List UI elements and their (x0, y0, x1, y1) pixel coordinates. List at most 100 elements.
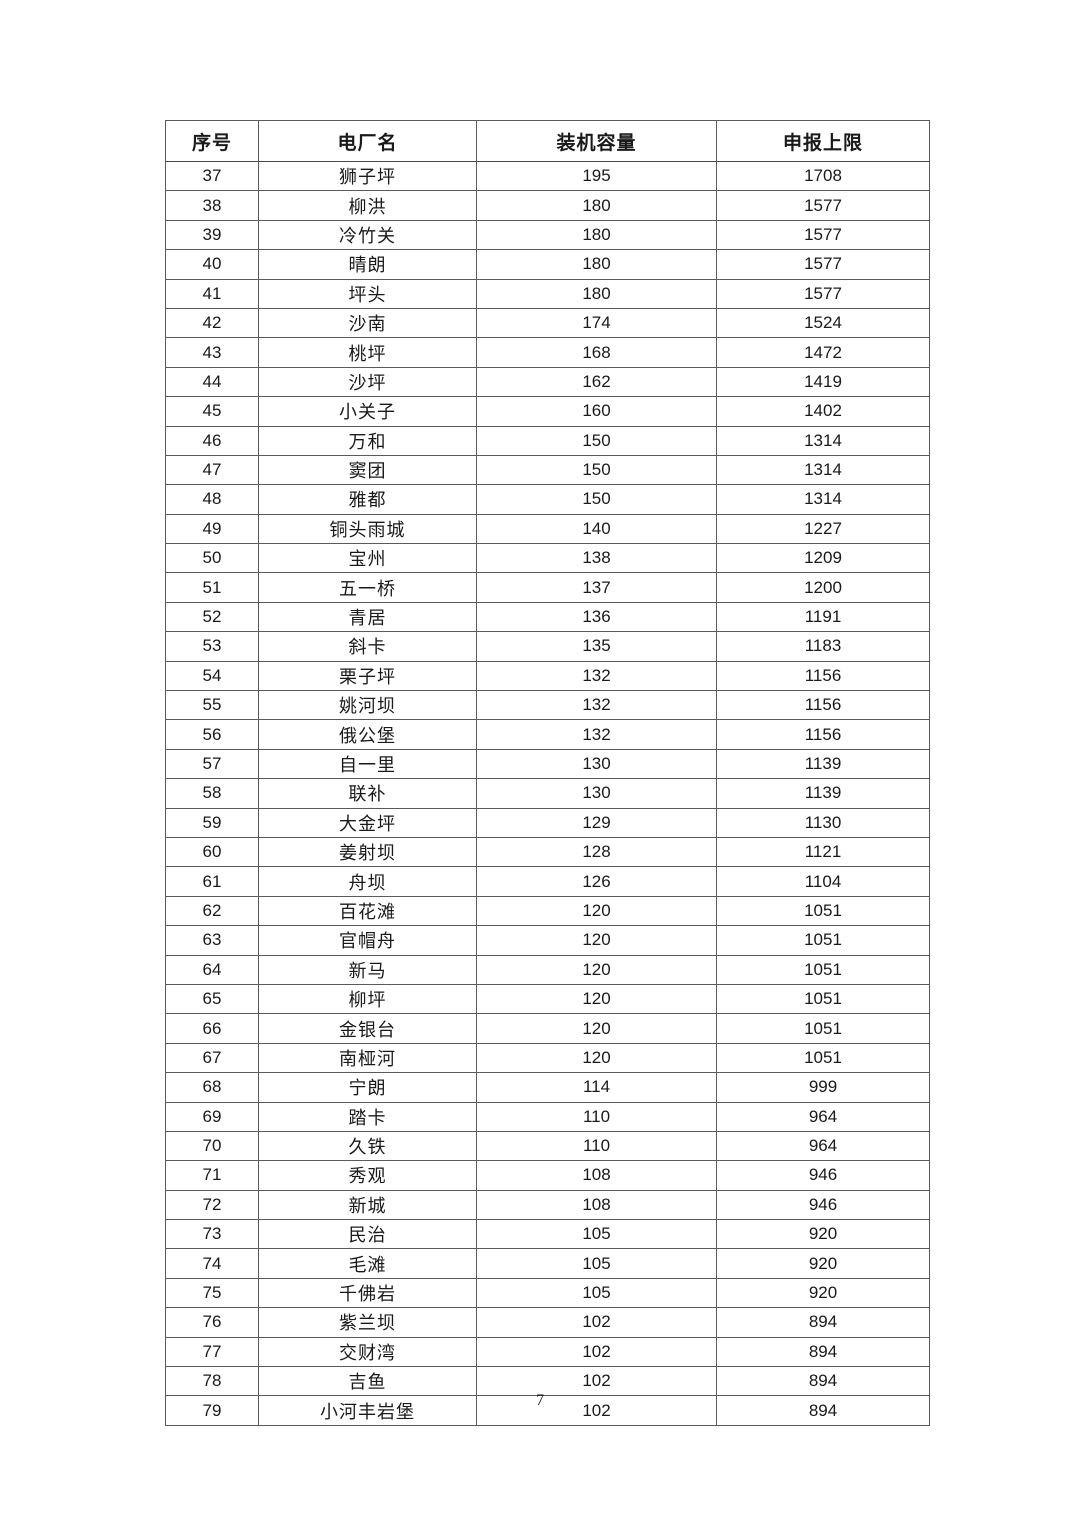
page-number: 7 (536, 1392, 544, 1409)
cell-index: 37 (165, 160, 259, 192)
cell-installed-capacity: 105 (476, 1277, 717, 1309)
cell-installed-capacity: 126 (476, 866, 717, 897)
cell-index: 42 (165, 307, 259, 339)
cell-plant-name: 小关子 (258, 396, 477, 427)
cell-declared-upper-limit: 920 (716, 1248, 930, 1279)
cell-declared-upper-limit: 920 (716, 1277, 930, 1309)
cell-plant-name: 沙南 (258, 307, 477, 339)
cell-declared-upper-limit: 894 (716, 1336, 930, 1368)
column-header-installed-capacity: 装机容量 (476, 120, 717, 162)
cell-installed-capacity: 162 (476, 366, 717, 398)
table-row: 56 俄公堡 132 1156 (165, 719, 930, 750)
cell-plant-name: 自一里 (258, 748, 477, 780)
cell-index: 47 (165, 454, 259, 486)
cell-index: 49 (165, 513, 259, 545)
capacity-table: 序号 电厂名 装机容量 申报上限 37 狮子坪 195 1708 38 柳洪 180 1577… (165, 120, 930, 1426)
cell-installed-capacity: 132 (476, 690, 717, 721)
cell-installed-capacity: 108 (476, 1189, 717, 1221)
table-row: 57 自一里 130 1139 (165, 748, 930, 780)
cell-index: 76 (165, 1307, 259, 1338)
cell-declared-upper-limit: 964 (716, 1130, 930, 1162)
cell-plant-name: 五一桥 (258, 572, 477, 603)
cell-declared-upper-limit: 1472 (716, 337, 930, 368)
table-row: 42 沙南 174 1524 (165, 307, 930, 339)
cell-declared-upper-limit: 1121 (716, 836, 930, 868)
table-row: 39 冷竹关 180 1577 (165, 219, 930, 251)
table-row: 61 舟坝 126 1104 (165, 866, 930, 897)
cell-installed-capacity: 135 (476, 631, 717, 662)
cell-index: 56 (165, 719, 259, 750)
cell-declared-upper-limit: 1156 (716, 660, 930, 692)
cell-plant-name: 宁朗 (258, 1072, 477, 1103)
table-row: 69 踏卡 110 964 (165, 1101, 930, 1132)
table-row: 40 晴朗 180 1577 (165, 249, 930, 280)
cell-index: 52 (165, 601, 259, 633)
cell-plant-name: 雅都 (258, 484, 477, 515)
column-header-plant-name: 电厂名 (258, 120, 477, 162)
cell-installed-capacity: 140 (476, 513, 717, 545)
table-row: 54 栗子坪 132 1156 (165, 660, 930, 692)
cell-installed-capacity: 105 (476, 1248, 717, 1279)
cell-installed-capacity: 120 (476, 925, 717, 956)
cell-plant-name: 毛滩 (258, 1248, 477, 1279)
cell-plant-name: 金银台 (258, 1013, 477, 1044)
cell-index: 44 (165, 366, 259, 398)
table-row: 41 坪头 180 1577 (165, 278, 930, 309)
column-header-declared-upper-limit: 申报上限 (716, 120, 930, 162)
cell-plant-name: 桃坪 (258, 337, 477, 368)
cell-installed-capacity: 195 (476, 160, 717, 192)
table-body: 37 狮子坪 195 1708 38 柳洪 180 1577 39 冷竹关 180 1577 40 晴朗 1… (165, 160, 930, 1426)
cell-declared-upper-limit: 1314 (716, 454, 930, 486)
cell-installed-capacity: 174 (476, 307, 717, 339)
cell-index: 58 (165, 778, 259, 809)
cell-index: 57 (165, 748, 259, 780)
cell-index: 39 (165, 219, 259, 251)
cell-plant-name: 大金坪 (258, 807, 477, 838)
cell-installed-capacity: 138 (476, 543, 717, 574)
cell-declared-upper-limit: 1577 (716, 278, 930, 309)
cell-declared-upper-limit: 946 (716, 1189, 930, 1221)
table-row: 55 姚河坝 132 1156 (165, 690, 930, 721)
cell-index: 46 (165, 425, 259, 456)
cell-plant-name: 新城 (258, 1189, 477, 1221)
cell-plant-name: 万和 (258, 425, 477, 456)
table-row: 38 柳洪 180 1577 (165, 190, 930, 221)
table-row: 76 紫兰坝 102 894 (165, 1307, 930, 1338)
table-row: 37 狮子坪 195 1708 (165, 160, 930, 192)
cell-installed-capacity: 150 (476, 484, 717, 515)
table-header: 序号 电厂名 装机容量 申报上限 (165, 120, 930, 162)
cell-plant-name: 坪头 (258, 278, 477, 309)
table-row: 65 柳坪 120 1051 (165, 983, 930, 1015)
cell-index: 41 (165, 278, 259, 309)
table-row: 64 新马 120 1051 (165, 954, 930, 985)
cell-installed-capacity: 136 (476, 601, 717, 633)
cell-declared-upper-limit: 920 (716, 1219, 930, 1250)
cell-declared-upper-limit: 1419 (716, 366, 930, 398)
cell-installed-capacity: 132 (476, 719, 717, 750)
cell-plant-name: 姚河坝 (258, 690, 477, 721)
cell-index: 67 (165, 1042, 259, 1074)
cell-index: 48 (165, 484, 259, 515)
cell-plant-name: 南桠河 (258, 1042, 477, 1074)
cell-plant-name: 窦团 (258, 454, 477, 486)
cell-declared-upper-limit: 894 (716, 1366, 930, 1397)
cell-declared-upper-limit: 1209 (716, 543, 930, 574)
cell-declared-upper-limit: 1130 (716, 807, 930, 838)
cell-index: 54 (165, 660, 259, 692)
cell-plant-name: 柳坪 (258, 983, 477, 1015)
cell-installed-capacity: 150 (476, 454, 717, 486)
cell-declared-upper-limit: 1051 (716, 983, 930, 1015)
table-row: 44 沙坪 162 1419 (165, 366, 930, 398)
cell-plant-name: 小河丰岩堡 (258, 1395, 477, 1426)
cell-installed-capacity: 180 (476, 249, 717, 280)
cell-installed-capacity: 108 (476, 1160, 717, 1191)
cell-plant-name: 姜射坝 (258, 836, 477, 868)
cell-declared-upper-limit: 1227 (716, 513, 930, 545)
cell-plant-name: 俄公堡 (258, 719, 477, 750)
cell-installed-capacity: 102 (476, 1336, 717, 1368)
cell-plant-name: 冷竹关 (258, 219, 477, 251)
cell-installed-capacity: 120 (476, 1013, 717, 1044)
cell-index: 65 (165, 983, 259, 1015)
cell-plant-name: 青居 (258, 601, 477, 633)
cell-declared-upper-limit: 1156 (716, 719, 930, 750)
